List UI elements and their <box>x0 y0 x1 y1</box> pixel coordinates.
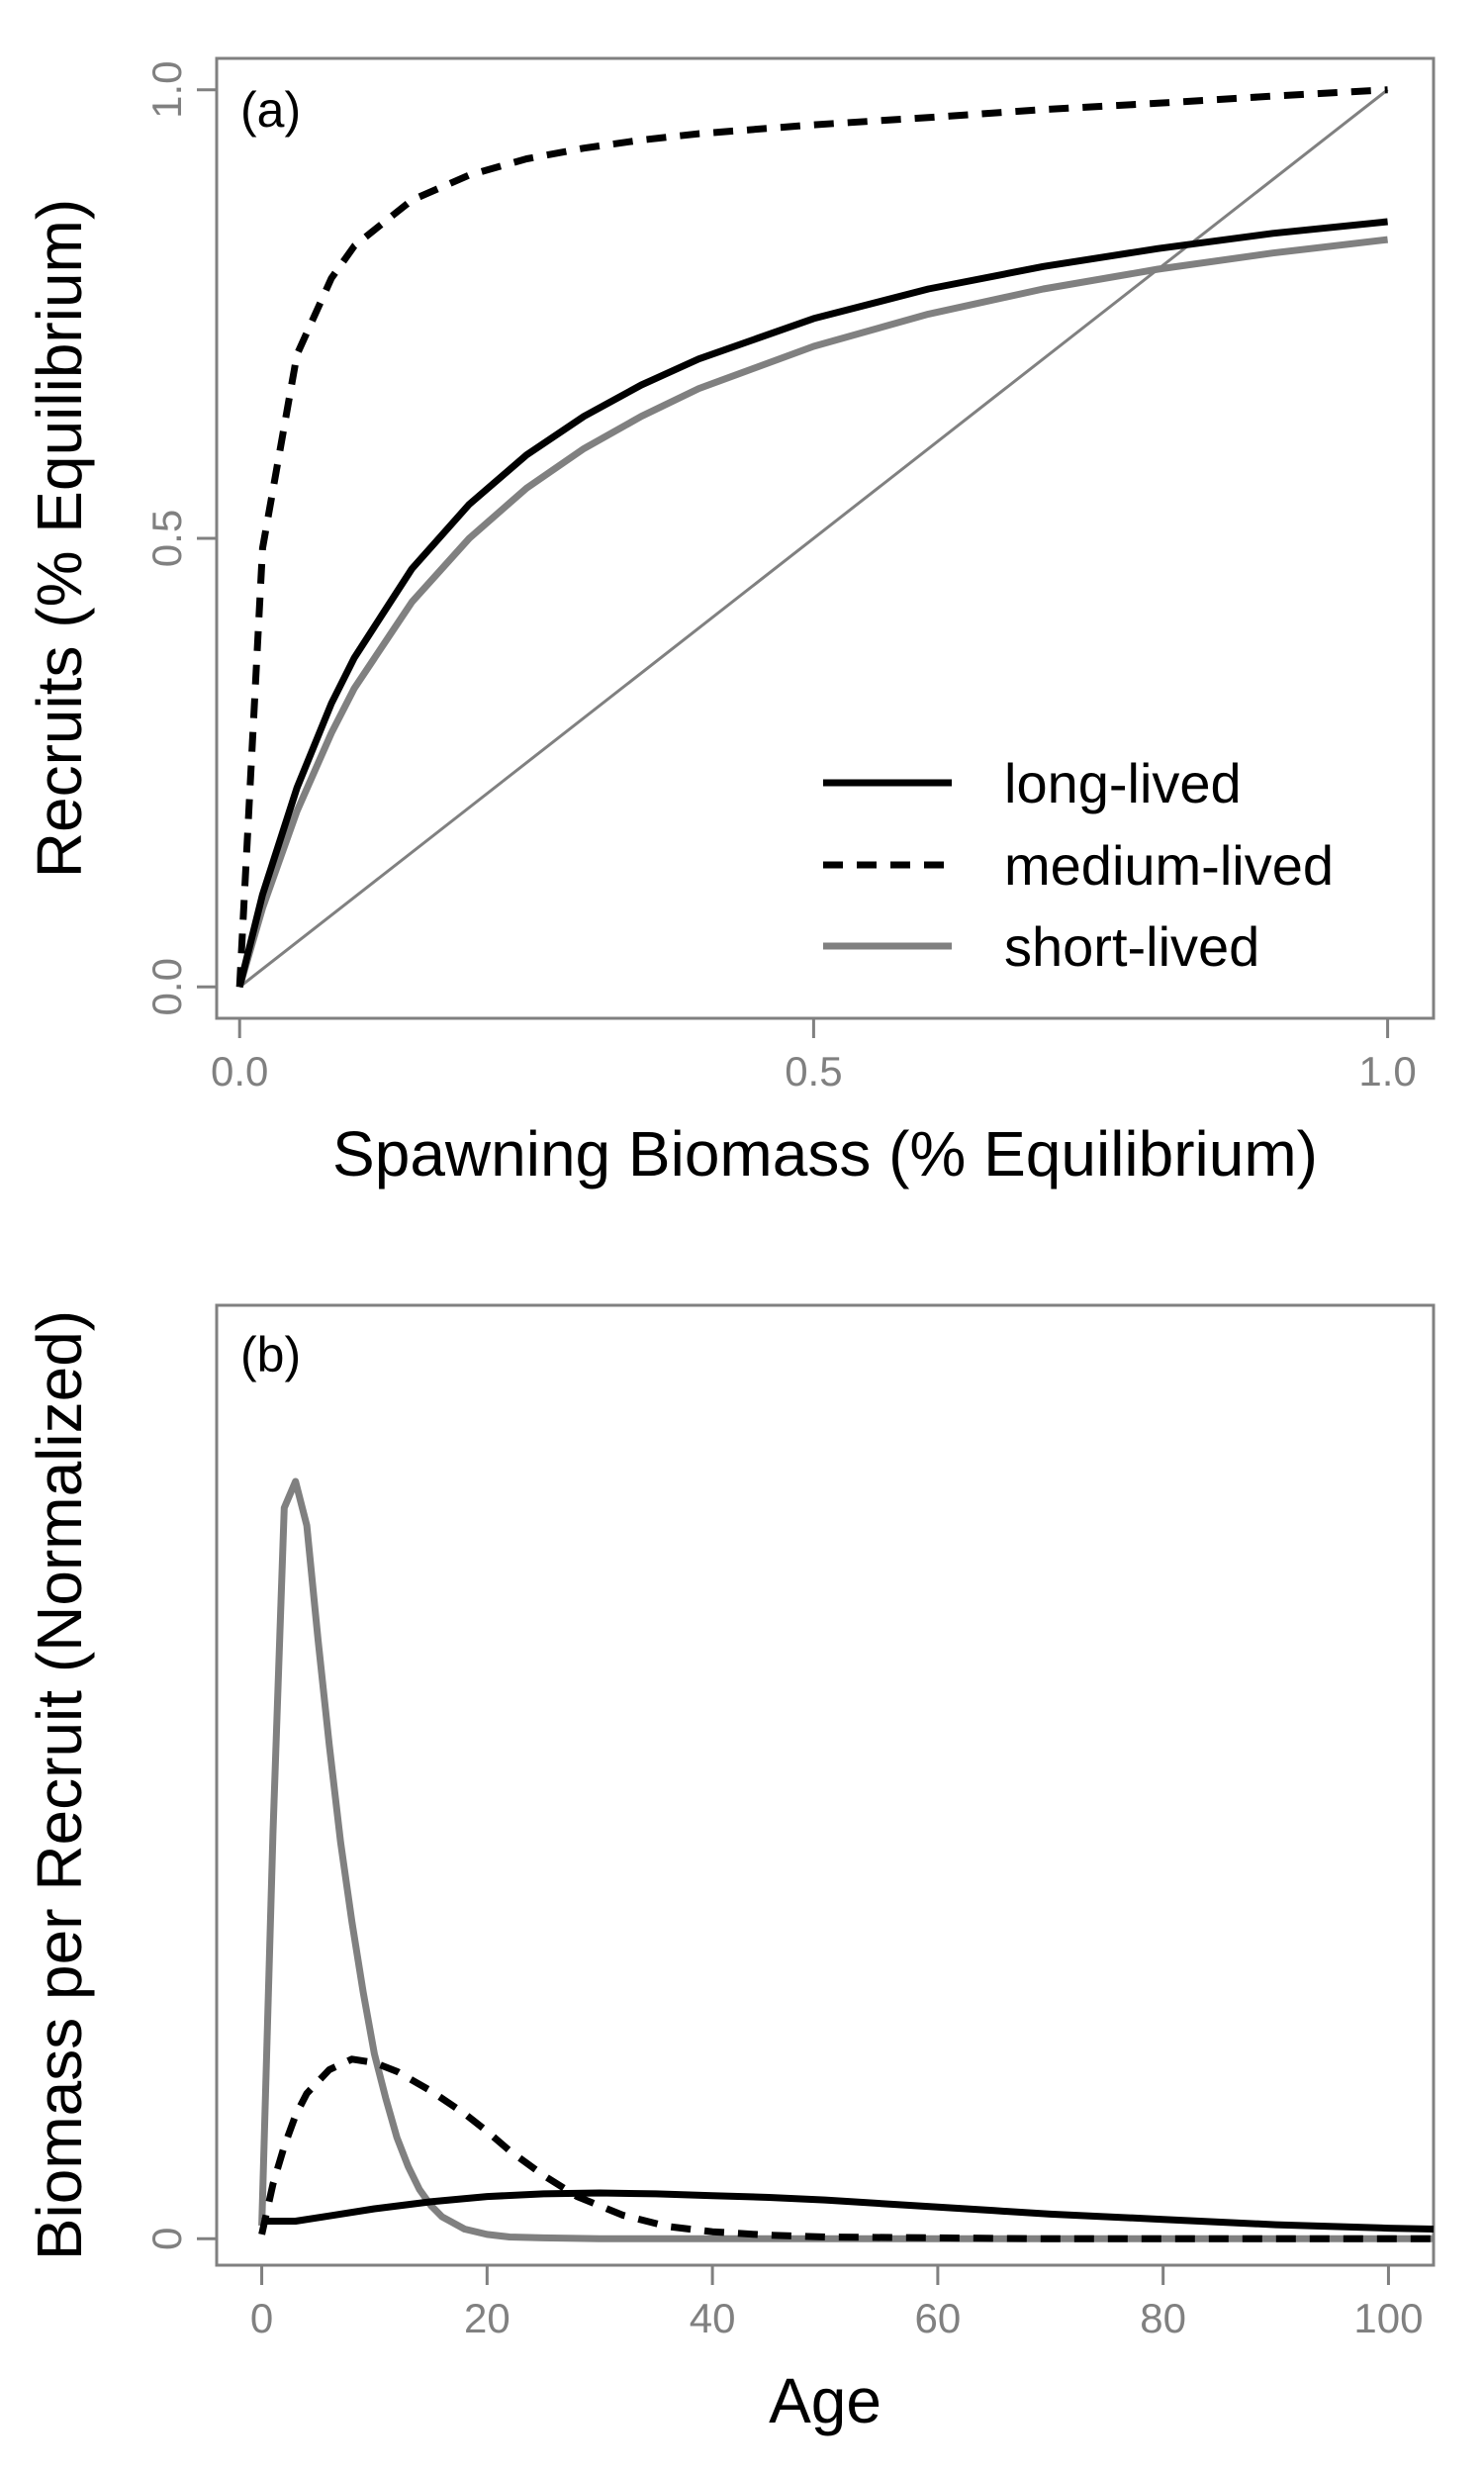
panel-a-series-short-lived <box>235 236 1389 989</box>
panel-a-y-tick-label: 1.0 <box>143 61 190 119</box>
panel-a-x-tick-label: 0.5 <box>785 1048 842 1094</box>
panel-a-legend: long-lived medium-lived short-lived <box>823 752 1334 978</box>
panel-b-y-axis-title: Biomass per Recruit (Normalized) <box>24 1310 95 2260</box>
panel-b-y-ticks: 0 <box>143 2228 217 2250</box>
panel-a-y-ticks: 0.0 0.5 1.0 <box>143 61 217 1015</box>
panel-a-x-tick-label: 0.0 <box>211 1048 268 1094</box>
panel-b-label: (b) <box>240 1327 301 1382</box>
panel-b-y-tick-label: 0 <box>143 2228 190 2250</box>
panel-b: 0 20 40 60 80 100 0 (b) Age Biomass per Recru… <box>24 1303 1436 2436</box>
panel-b-plot-frame <box>215 1303 1436 2267</box>
panel-a-x-ticks: 0.0 0.5 1.0 <box>211 1018 1417 1094</box>
panel-b-x-tick-label: 0 <box>250 2295 273 2341</box>
panel-b-x-tick-label: 100 <box>1353 2295 1423 2341</box>
panel-b-x-tick-label: 40 <box>690 2295 736 2341</box>
panel-b-x-tick-label: 60 <box>915 2295 962 2341</box>
panel-b-x-tick-label: 20 <box>464 2295 510 2341</box>
panel-a-x-tick-label: 1.0 <box>1358 1048 1416 1094</box>
panel-a-series-medium-lived <box>235 86 1388 988</box>
panel-a-series-group <box>235 86 1389 989</box>
panel-b-series-group <box>258 1477 1435 2242</box>
panel-a-x-axis-title: Spawning Biomass (% Equilibrium) <box>332 1118 1318 1189</box>
panel-a-y-tick-label: 0.0 <box>143 958 190 1015</box>
panel-a-series-long-lived <box>235 218 1388 989</box>
legend-label-short-lived: short-lived <box>1004 915 1259 978</box>
panel-b-x-tick-label: 80 <box>1140 2295 1186 2341</box>
panel-a-y-tick-label: 0.5 <box>143 510 190 567</box>
panel-a: 0.0 0.5 1.0 0.0 0.5 1.0 (a) Spawning Biomass… <box>24 56 1436 1189</box>
panel-a-series-reference-1to1 <box>238 88 1389 989</box>
panel-a-label: (a) <box>240 82 301 138</box>
panel-b-series-medium-lived <box>258 2055 1434 2242</box>
legend-label-medium-lived: medium-lived <box>1004 834 1334 897</box>
legend-label-long-lived: long-lived <box>1004 752 1242 814</box>
panel-b-x-axis-title: Age <box>769 2365 881 2436</box>
panel-a-y-axis-title: Recruits (% Equilibrium) <box>24 199 95 878</box>
panel-b-x-ticks: 0 20 40 60 80 100 <box>250 2265 1423 2341</box>
panel-b-series-short-lived <box>258 1477 1434 2242</box>
panel-b-series-long-lived <box>261 2189 1435 2233</box>
